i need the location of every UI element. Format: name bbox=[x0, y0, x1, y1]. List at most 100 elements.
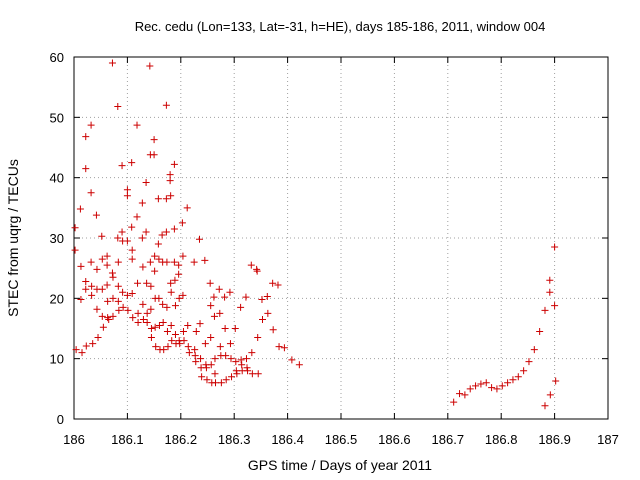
grid-lines bbox=[74, 57, 608, 419]
data-point bbox=[226, 340, 234, 348]
data-point bbox=[203, 376, 211, 384]
data-points bbox=[71, 59, 560, 410]
data-point bbox=[92, 211, 100, 219]
data-point bbox=[152, 343, 160, 351]
data-point bbox=[114, 297, 122, 305]
data-point bbox=[179, 328, 187, 336]
data-point bbox=[466, 385, 474, 393]
data-point bbox=[216, 343, 224, 351]
data-point bbox=[195, 235, 203, 243]
data-point bbox=[89, 340, 97, 348]
data-point bbox=[179, 252, 187, 260]
data-point bbox=[210, 293, 218, 301]
data-point bbox=[164, 343, 172, 351]
data-point bbox=[488, 384, 496, 392]
data-point bbox=[104, 314, 112, 322]
data-point bbox=[191, 352, 199, 360]
data-point bbox=[133, 213, 141, 221]
data-point bbox=[185, 349, 193, 357]
y-tick-label: 40 bbox=[50, 171, 64, 186]
data-point bbox=[114, 258, 122, 266]
data-point bbox=[274, 281, 282, 289]
data-point bbox=[105, 315, 113, 323]
data-point bbox=[159, 300, 167, 308]
data-point bbox=[206, 279, 214, 287]
data-point bbox=[167, 279, 175, 287]
data-point bbox=[192, 328, 200, 336]
data-point bbox=[155, 255, 163, 263]
data-point bbox=[138, 199, 146, 207]
data-point bbox=[88, 282, 96, 290]
chart-title: Rec. cedu (Lon=133, Lat=-31, h=HE), days… bbox=[135, 19, 546, 34]
data-point bbox=[232, 358, 240, 366]
data-point bbox=[159, 318, 167, 326]
data-point bbox=[129, 314, 137, 322]
data-point bbox=[150, 151, 158, 159]
data-point bbox=[254, 334, 262, 342]
data-point bbox=[228, 373, 236, 381]
data-point bbox=[158, 231, 166, 239]
data-point bbox=[211, 355, 219, 363]
data-point bbox=[259, 315, 267, 323]
x-tick-label: 186.3 bbox=[218, 432, 251, 447]
data-point bbox=[238, 361, 246, 369]
data-point bbox=[176, 340, 184, 348]
data-point bbox=[103, 252, 111, 260]
data-point bbox=[263, 293, 271, 301]
data-point bbox=[170, 225, 178, 233]
data-point bbox=[207, 302, 215, 310]
data-point bbox=[128, 159, 136, 167]
data-point bbox=[269, 326, 277, 334]
data-point bbox=[546, 276, 554, 284]
data-point bbox=[222, 376, 230, 384]
data-point bbox=[450, 398, 458, 406]
data-point bbox=[98, 312, 106, 320]
y-tick-label: 60 bbox=[50, 50, 64, 65]
data-point bbox=[114, 234, 122, 242]
data-point bbox=[133, 121, 141, 129]
data-point bbox=[151, 267, 159, 275]
data-point bbox=[541, 306, 549, 314]
data-point bbox=[154, 195, 162, 203]
x-tick-label: 186.5 bbox=[325, 432, 358, 447]
data-point bbox=[201, 256, 209, 264]
data-point bbox=[109, 312, 117, 320]
data-point bbox=[222, 352, 230, 360]
data-point bbox=[76, 205, 84, 213]
data-point bbox=[242, 355, 250, 363]
data-point bbox=[93, 305, 101, 313]
data-point bbox=[171, 276, 179, 284]
data-point bbox=[103, 281, 111, 289]
x-tick-label: 186.6 bbox=[378, 432, 411, 447]
data-point bbox=[71, 246, 79, 254]
data-point bbox=[275, 343, 283, 351]
data-point bbox=[143, 318, 151, 326]
data-point bbox=[87, 121, 95, 129]
data-point bbox=[147, 282, 155, 290]
data-point bbox=[155, 321, 163, 329]
data-point bbox=[461, 391, 469, 399]
data-point bbox=[215, 285, 223, 293]
data-point bbox=[237, 356, 245, 364]
data-point bbox=[171, 302, 179, 310]
data-point bbox=[139, 315, 147, 323]
data-point bbox=[78, 349, 86, 357]
data-point bbox=[87, 189, 95, 197]
data-point bbox=[124, 306, 132, 314]
data-point bbox=[171, 331, 179, 339]
y-tick-label: 10 bbox=[50, 352, 64, 367]
data-point bbox=[123, 291, 131, 299]
data-point bbox=[82, 285, 90, 293]
data-point bbox=[94, 334, 102, 342]
data-point bbox=[472, 382, 480, 390]
data-point bbox=[231, 325, 239, 332]
data-point bbox=[184, 321, 192, 329]
data-point bbox=[237, 303, 245, 311]
data-point bbox=[147, 325, 155, 332]
data-point bbox=[541, 402, 549, 410]
y-tick-label: 30 bbox=[50, 231, 64, 246]
data-point bbox=[210, 312, 218, 320]
data-point bbox=[198, 373, 206, 381]
data-point bbox=[138, 234, 146, 242]
data-point bbox=[280, 344, 288, 352]
